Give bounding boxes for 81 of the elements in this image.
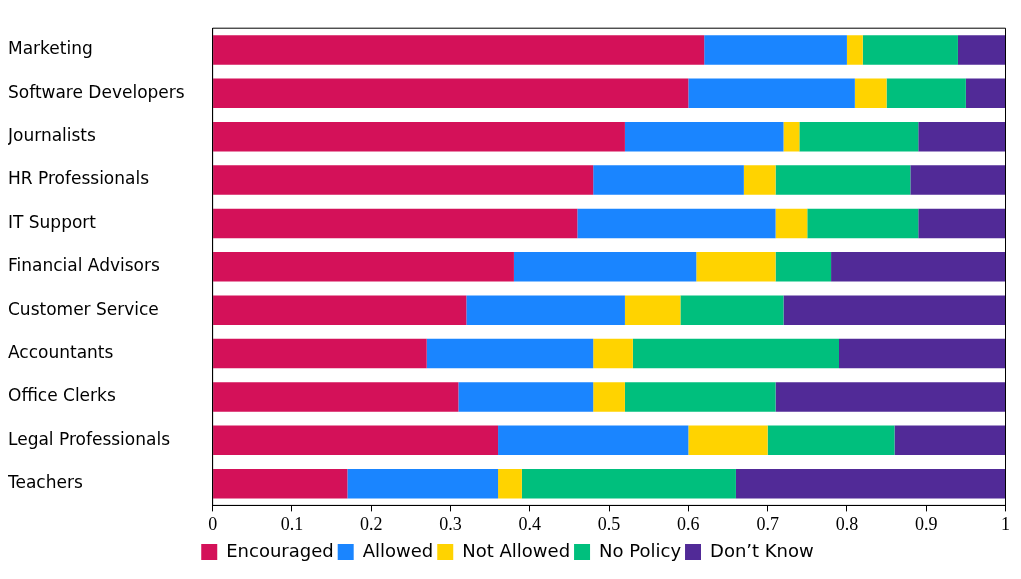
bar <box>783 121 800 152</box>
bar <box>688 425 768 456</box>
x-tick-label: 0.8 <box>835 513 859 534</box>
x-tick-label: 0.2 <box>359 513 383 534</box>
bar <box>886 78 966 109</box>
bar <box>624 382 776 412</box>
bar <box>831 252 1006 282</box>
x-tick-label: 0.4 <box>518 513 542 534</box>
bar <box>799 121 919 152</box>
bar <box>839 338 1006 369</box>
bar <box>466 295 625 325</box>
y-tick-label: Marketing <box>8 38 93 59</box>
bar <box>498 425 689 456</box>
bar <box>767 425 895 456</box>
x-tick-label: 0 <box>208 513 218 534</box>
bar <box>910 165 1006 195</box>
legend-label: Don’t Know <box>710 539 814 561</box>
bar <box>213 425 499 456</box>
bar <box>213 295 467 325</box>
bar <box>775 382 1006 412</box>
x-tick-label: 0.7 <box>756 513 779 534</box>
bar <box>213 35 705 65</box>
y-tick-label: IT Support <box>8 211 97 232</box>
legend-label: No Policy <box>599 539 682 561</box>
bar <box>213 338 427 369</box>
bar <box>426 338 594 369</box>
bar <box>918 208 1006 239</box>
legend-label: Allowed <box>362 539 434 561</box>
legend-label: Not Allowed <box>462 539 571 561</box>
bar <box>735 468 1006 499</box>
y-tick-label: Office Clerks <box>8 385 116 406</box>
bar <box>957 35 1006 65</box>
x-tick-label: 0.9 <box>914 513 938 534</box>
bar <box>632 338 839 369</box>
y-tick-label: Accountants <box>8 341 114 362</box>
bar <box>213 208 578 239</box>
bar <box>213 468 348 499</box>
bar <box>965 78 1006 109</box>
bar <box>854 78 887 109</box>
x-tick-label: 1 <box>1001 513 1010 534</box>
bar <box>593 382 625 412</box>
bar <box>775 252 832 282</box>
bar <box>775 208 808 239</box>
bar <box>577 208 776 239</box>
x-tick-label: 0.5 <box>597 513 621 534</box>
bar <box>458 382 594 412</box>
bar <box>593 338 633 369</box>
bar <box>521 468 736 499</box>
bar <box>775 165 911 195</box>
x-tick-label: 0.3 <box>439 513 462 534</box>
bar <box>783 295 1006 325</box>
y-tick-label: Legal Professionals <box>8 428 171 449</box>
bar <box>593 165 744 195</box>
bar <box>680 295 784 325</box>
bar <box>846 35 863 65</box>
bar <box>743 165 776 195</box>
y-tick-label: Teachers <box>7 472 83 493</box>
bar <box>213 382 459 412</box>
bar <box>213 121 625 152</box>
y-tick-label: HR Professionals <box>8 168 150 189</box>
bar <box>704 35 847 65</box>
bar <box>688 78 855 109</box>
bar <box>624 121 784 152</box>
bar <box>213 78 689 109</box>
bar <box>498 468 522 499</box>
bar <box>213 252 514 282</box>
bar <box>894 425 1006 456</box>
y-tick-label: Software Developers <box>8 81 185 102</box>
bar <box>213 165 594 195</box>
bar <box>624 295 681 325</box>
x-tick-label: 0.6 <box>677 513 700 534</box>
bar <box>696 252 776 282</box>
legend-label: Encouraged <box>226 539 334 561</box>
y-tick-label: Customer Service <box>8 298 159 319</box>
bar <box>347 468 499 499</box>
bar <box>918 121 1006 152</box>
bar <box>862 35 958 65</box>
y-tick-label: Financial Advisors <box>8 255 160 276</box>
bar <box>513 252 697 282</box>
x-tick-label: 0.1 <box>280 513 304 534</box>
bar <box>807 208 919 239</box>
